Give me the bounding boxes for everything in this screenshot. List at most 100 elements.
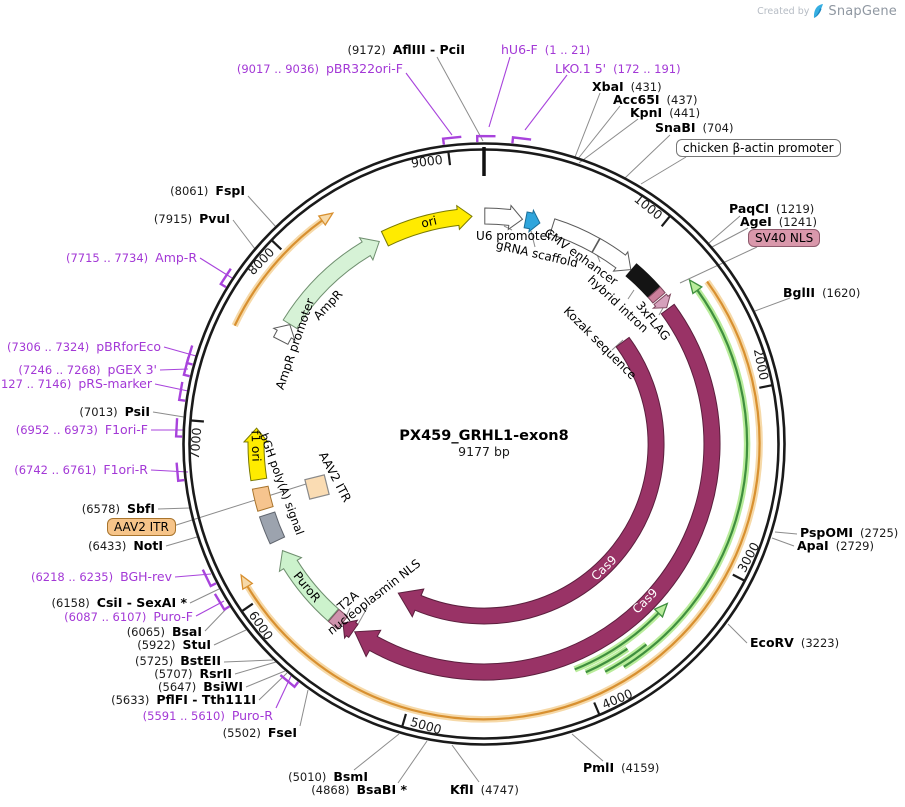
primer-label-amp-r: (7715 .. 7734) Amp-R	[66, 250, 197, 265]
primer-ticks	[174, 134, 532, 689]
feature-cas9-8	[353, 303, 721, 681]
primer-label-f1ori-f: (6952 .. 6973) F1ori-F	[15, 422, 148, 437]
feature-orf-21	[574, 612, 660, 671]
feature-orf-23	[585, 647, 629, 674]
primer-tick-6962	[174, 418, 183, 438]
feature-arcs	[242, 204, 721, 681]
tick-1000	[660, 215, 671, 227]
tick-label-1000: 1000	[631, 191, 665, 223]
tick-5000	[401, 713, 407, 727]
feature-grna-scaffold-2	[523, 208, 541, 233]
primer-tick-5600	[279, 674, 300, 689]
feature-t2a-11	[327, 608, 349, 630]
primer-tick-9026	[441, 135, 462, 145]
site-label-acc65i: Acc65I (437)	[613, 92, 698, 107]
credit-brand: SnapGene	[828, 4, 897, 19]
feature-label-ori: ori	[419, 213, 439, 231]
tick-8000	[271, 240, 283, 251]
site-label-bsmi: (5010) BsmI	[288, 769, 368, 784]
boxed-label-sv40-nls: SV40 NLS	[748, 229, 821, 247]
site-label-pflfi-tth111i: (5633) PflFI - Tth111I	[111, 692, 256, 707]
plasmid-size: 9177 bp	[458, 444, 510, 459]
primer-tick-6751	[175, 462, 185, 483]
primer-label-puro-r: (5591 .. 5610) Puro-R	[142, 708, 273, 723]
feature-orf-20	[623, 289, 749, 668]
feature-cmv-enhancer-3	[549, 218, 601, 253]
tick-label-2000: 2000	[751, 347, 772, 381]
site-label-noti: (6433) NotI	[88, 538, 163, 553]
primer-label-f1ori-r: (6742 .. 6761) F1ori-R	[14, 462, 148, 477]
feature-orf-18	[246, 280, 761, 721]
site-label-pspomi: PspOMI (2725)	[800, 525, 899, 540]
primer-tick-6097	[213, 593, 231, 612]
feature-label-u6-promoter: U6 promoter	[476, 229, 552, 243]
site-label-bsiwi: (5647) BsiWI	[158, 679, 243, 694]
primer-label-prs-marker: (7127 .. 7146)pRS-marker	[0, 376, 152, 391]
site-label-apai: ApaI (2729)	[797, 538, 874, 553]
boxed-label-aav2-itr: AAV2 ITR	[107, 518, 176, 536]
feature-ampr-17	[282, 236, 380, 330]
feature-chicken-actin-promoter-4	[591, 237, 632, 272]
site-label-pmli: PmlI (4159)	[583, 760, 660, 775]
site-label-xbai: XbaI (431)	[592, 79, 662, 94]
feature-puror-12	[278, 549, 340, 622]
feature-orf-19	[233, 219, 323, 327]
site-label-stui: (5922) StuI	[137, 637, 211, 652]
site-label-kpni: KpnI (441)	[630, 105, 701, 120]
feature-nucleoplasmin-nls-10	[342, 619, 359, 640]
site-label-ecorv: EcoRV (3223)	[750, 635, 840, 650]
site-label-bsteii: (5725) BstEII	[134, 653, 221, 668]
tick-label-9000: 9000	[410, 152, 443, 171]
feature-orf-22	[604, 643, 648, 673]
site-label-fspi: (8061) FspI	[170, 183, 245, 198]
feature-ori-0	[380, 204, 473, 247]
tick-7000	[191, 419, 204, 423]
feature-orf-21-arrowhead	[653, 602, 669, 619]
primer-label-lko1-5: LKO.1 5' (172 .. 191)	[555, 61, 681, 76]
site-label-rsrii: (5707) RsrII	[154, 666, 232, 681]
credit-created-by: Created by	[757, 6, 810, 17]
primer-tick-11	[475, 134, 496, 143]
site-label-snabi: SnaBI (704)	[655, 120, 734, 135]
site-label-paqci: PaqCI (1219)	[729, 201, 815, 216]
feature-label-f1-ori: f1 ori	[248, 430, 264, 462]
backbone-ring-outer	[182, 142, 786, 746]
tick-label-7000: 7000	[187, 427, 205, 460]
primer-label-puro-f: (6087 .. 6107) Puro-F	[64, 609, 193, 624]
primer-label-pbr322ori-f: (9017 .. 9036) pBR322ori-F	[236, 61, 403, 76]
plasmid-title: PX459_GRHL1-exon8	[399, 428, 569, 444]
tick-2000	[759, 384, 772, 389]
boxed-label-chicken-beta-actin-promoter: chicken β-actin promoter	[676, 139, 841, 157]
feature-3xflag-7	[651, 293, 672, 309]
snapgene-logo-icon	[814, 4, 824, 18]
primer-tick-7257	[182, 356, 190, 378]
site-label-psii: (7013) PsiI	[79, 404, 150, 419]
primer-tick-181	[511, 136, 532, 144]
feature-orf-19-arrowhead	[317, 212, 335, 227]
site-label-csii-sexai: (6158) CsiI - SexAI *	[51, 595, 187, 610]
primer-label-bgh-rev: (6218 .. 6235) BGH-rev	[30, 569, 172, 584]
feature-ampr-promoter-16	[272, 324, 296, 345]
primer-label-hu6-f: hU6-F (1 .. 21)	[501, 42, 591, 57]
feature-u6-promoter-1	[484, 204, 524, 231]
feature-orf-18-arrowhead	[240, 573, 254, 591]
site-label-afliii-pcii: (9172) AflIII - PciI	[347, 42, 465, 57]
orf-arcs	[231, 212, 763, 723]
feature-hybrid-intron-5	[625, 263, 661, 298]
tick-3000	[732, 573, 745, 582]
site-label-sbfi: (6578) SbfI	[81, 501, 155, 516]
tick-9000	[447, 152, 452, 166]
feature-aav2-itr-14	[251, 485, 274, 512]
primer-label-pgex-3: (7246 .. 7268) pGEX 3'	[18, 362, 157, 377]
primer-tick-7136	[177, 381, 186, 402]
feature-bgh-poly-a-signal-13	[258, 511, 286, 545]
tick-4000	[593, 702, 601, 715]
feature-f1-ori-15	[242, 427, 270, 482]
tick-label-6000: 6000	[246, 608, 276, 643]
site-label-pvui: (7915) PvuI	[153, 211, 230, 226]
primer-label-pbrforeco: (7306 .. 7324) pBRforEco	[7, 339, 161, 354]
site-label-bglii: BglII (1620)	[783, 285, 861, 300]
site-label-bsabi: (4868) BsaBI *	[311, 782, 407, 797]
